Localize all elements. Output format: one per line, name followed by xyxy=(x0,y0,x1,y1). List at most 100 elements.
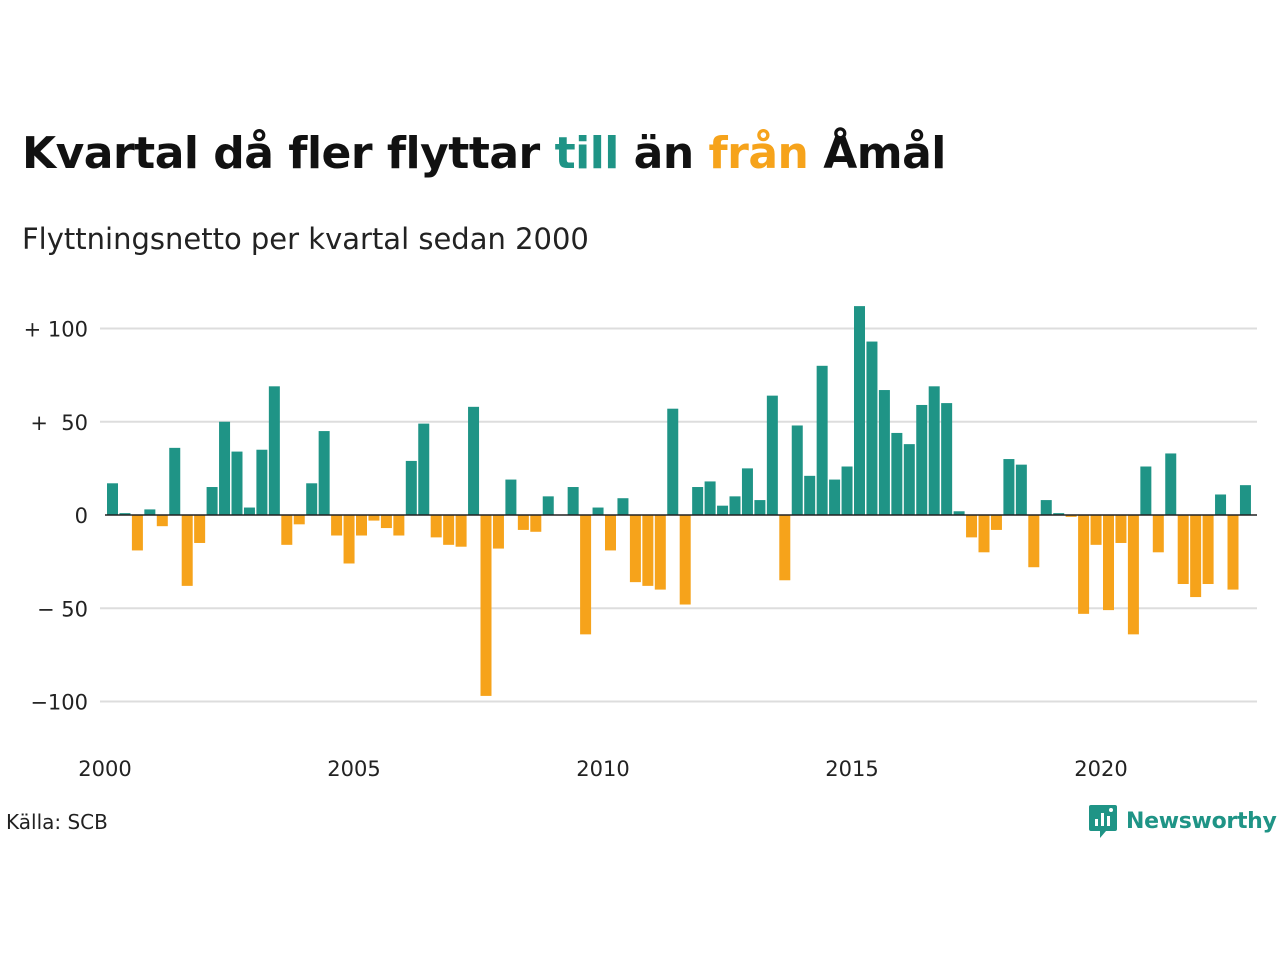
bar-2012K3 xyxy=(729,496,741,515)
bar-2015K2 xyxy=(866,341,878,515)
bar-2022K1 xyxy=(1202,515,1214,585)
bar-2000K1 xyxy=(107,483,118,515)
bar-2014K2 xyxy=(816,365,828,515)
bar-2007K4 xyxy=(492,515,504,549)
x-tick-label-2005: 2005 xyxy=(327,757,380,781)
bar-2003K4 xyxy=(293,515,305,525)
bar-2018K2 xyxy=(1015,464,1027,515)
bar-2022K3 xyxy=(1227,515,1239,590)
bar-2011K1 xyxy=(654,515,666,590)
bar-2017K2 xyxy=(966,515,978,538)
bar-2006K2 xyxy=(418,423,430,515)
x-axis-labels: 2000 2005 2010 2015 2020 xyxy=(78,757,1127,781)
brand-name: Newsworthy xyxy=(1126,808,1277,834)
bar-2003K1 xyxy=(256,449,268,515)
bar-2005K2 xyxy=(368,515,380,521)
bar-2006K1 xyxy=(405,460,417,515)
title-part-1: Kvartal då fler flyttar xyxy=(22,128,555,179)
bar-2015K3 xyxy=(878,390,890,515)
bar-2019K3 xyxy=(1078,515,1090,614)
bar-2017K4 xyxy=(990,515,1002,530)
bar-2008K1 xyxy=(505,479,517,515)
bar-2018K3 xyxy=(1028,515,1040,568)
bar-2004K2 xyxy=(318,431,330,515)
bar-2001K4 xyxy=(194,515,206,543)
bar-2021K4 xyxy=(1190,515,1202,598)
y-tick-label: −100 xyxy=(30,691,88,715)
chart-subtitle: Flyttningsnetto per kvartal sedan 2000 xyxy=(22,222,589,256)
bar-2002K4 xyxy=(243,507,255,515)
bar-2019K1 xyxy=(1053,513,1065,515)
bar-2019K4 xyxy=(1090,515,1102,545)
bar-2004K3 xyxy=(331,515,343,536)
source-label: Källa: SCB xyxy=(6,810,108,834)
bar-2017K3 xyxy=(978,515,990,553)
bar-2013K4 xyxy=(791,425,803,515)
bar-2000K3 xyxy=(131,515,143,551)
bar-chart: + 100 + 50 0 − 50 −100 2000 2005 2010 2015 2020 xyxy=(24,306,1257,781)
bars xyxy=(107,306,1251,696)
x-tick-label-2010: 2010 xyxy=(576,757,629,781)
bar-2013K1 xyxy=(754,500,766,515)
bar-2009K4 xyxy=(592,507,604,515)
bar-2021K1 xyxy=(1152,515,1164,553)
bar-2016K1 xyxy=(903,444,915,515)
y-axis-labels: + 100 + 50 0 − 50 −100 xyxy=(24,318,88,715)
y-tick-label: + 50 xyxy=(30,411,88,435)
bar-2015K4 xyxy=(891,432,903,515)
bar-2018K1 xyxy=(1003,459,1015,515)
bar-2012K4 xyxy=(741,468,753,515)
bar-2012K1 xyxy=(704,481,716,515)
bar-2001K1 xyxy=(156,515,168,527)
x-tick-label-2000: 2000 xyxy=(78,757,131,781)
bar-2001K3 xyxy=(181,515,193,586)
title-fran-highlight: från xyxy=(708,128,809,179)
bar-2002K2 xyxy=(219,421,231,515)
bar-2020K4 xyxy=(1140,466,1152,515)
bar-2003K3 xyxy=(281,515,293,545)
bar-2007K3 xyxy=(480,515,492,696)
bar-2019K2 xyxy=(1065,515,1077,517)
bar-2016K3 xyxy=(928,386,940,515)
bar-2015K1 xyxy=(854,306,865,515)
bar-2022K2 xyxy=(1215,494,1227,515)
bar-2018K4 xyxy=(1040,500,1052,515)
bar-2014K3 xyxy=(829,479,841,515)
bar-2010K2 xyxy=(617,498,629,515)
x-tick-label-2015: 2015 xyxy=(825,757,878,781)
bar-2017K1 xyxy=(953,511,965,515)
bar-2005K3 xyxy=(380,515,392,529)
bar-2008K3 xyxy=(530,515,542,532)
bar-2021K3 xyxy=(1177,515,1189,585)
bar-2003K2 xyxy=(268,386,280,515)
bar-2008K2 xyxy=(517,515,529,530)
bar-2006K4 xyxy=(443,515,455,545)
bar-2010K3 xyxy=(629,515,641,583)
bar-2012K2 xyxy=(717,505,729,515)
bar-2022K4 xyxy=(1239,485,1251,515)
title-part-2: än xyxy=(618,128,709,179)
bar-2016K4 xyxy=(941,403,953,515)
bar-2009K2 xyxy=(567,487,579,515)
title-part-3: Åmål xyxy=(808,128,946,179)
bar-2011K3 xyxy=(679,515,691,605)
bar-2010K1 xyxy=(605,515,616,551)
y-tick-label: − 50 xyxy=(37,597,88,621)
bar-2013K2 xyxy=(766,395,778,515)
brand-logo: Newsworthy xyxy=(1088,803,1277,839)
bar-2000K2 xyxy=(119,513,131,515)
bar-2011K2 xyxy=(667,408,679,515)
gridlines xyxy=(100,327,1257,703)
title-till-highlight: till xyxy=(554,128,620,179)
bar-2000K4 xyxy=(144,509,156,515)
bar-2002K3 xyxy=(231,451,243,515)
y-tick-label: + 100 xyxy=(24,318,88,342)
bar-2021K2 xyxy=(1165,453,1177,515)
bar-2020K3 xyxy=(1127,515,1139,635)
chart-title: Kvartal då fler flyttar till än från Åmå… xyxy=(22,128,946,179)
bar-2004K1 xyxy=(306,483,318,515)
newsworthy-logo-icon xyxy=(1089,805,1117,838)
bar-2013K3 xyxy=(779,515,791,581)
bar-2020K1 xyxy=(1103,515,1114,611)
bar-2016K2 xyxy=(916,404,928,515)
